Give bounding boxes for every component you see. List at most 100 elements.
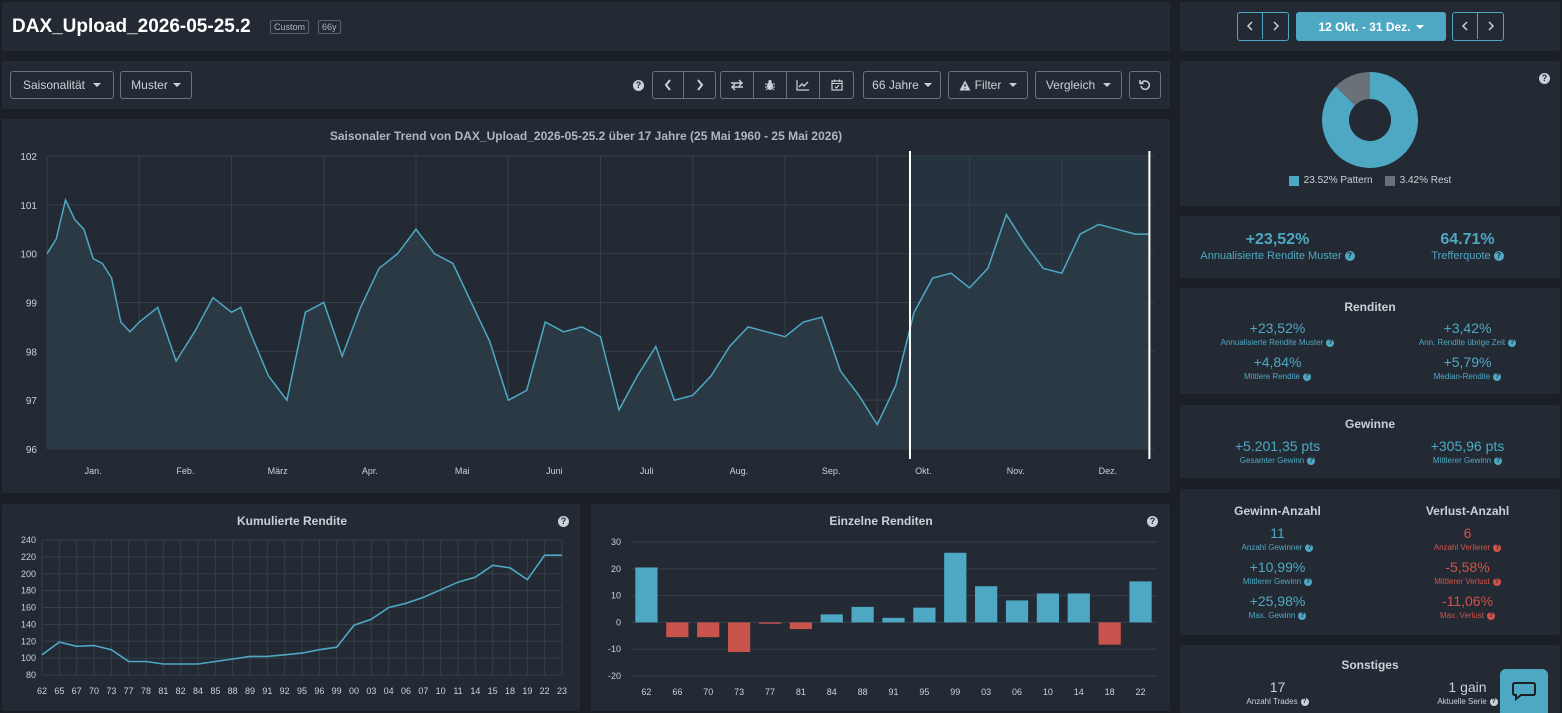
help-icon[interactable]: ? [1492, 577, 1501, 586]
mean-profit-stat: +305,96 pts Mittlerer Gewinn? [1375, 438, 1560, 465]
range-prev-button[interactable] [1238, 13, 1263, 39]
y-tick-label: 180 [21, 586, 36, 596]
bar[interactable] [789, 622, 812, 630]
bar[interactable] [1036, 593, 1060, 623]
range-prev-next-group [1237, 12, 1289, 41]
chevron-left-icon [1246, 21, 1253, 31]
bar[interactable] [1005, 600, 1029, 623]
custom-badge: Custom [270, 20, 310, 34]
help-icon[interactable]: ? [1493, 372, 1502, 381]
mean-profit-label: Mittlerer Gewinn? [1432, 456, 1503, 465]
help-icon[interactable]: ? [1539, 73, 1550, 84]
help-icon[interactable]: ? [1304, 577, 1313, 586]
help-icon[interactable]: ? [1494, 456, 1503, 465]
hit-rate-label: Trefferquote? [1375, 250, 1560, 262]
bar[interactable] [635, 567, 658, 623]
x-tick-label: 99 [950, 687, 960, 697]
help-icon[interactable]: ? [1326, 338, 1335, 347]
legend-pattern-label: 23.52% Pattern [1303, 175, 1373, 186]
prev-period-button[interactable] [653, 72, 684, 98]
help-icon[interactable]: ? [1489, 697, 1498, 706]
help-icon[interactable]: ? [1300, 697, 1309, 706]
bar[interactable] [820, 614, 843, 623]
pattern-donut-chart [1322, 72, 1418, 168]
losers-label: Anzahl Verlierer? [1433, 543, 1502, 552]
help-icon[interactable]: ? [558, 516, 569, 527]
bar[interactable] [1067, 593, 1090, 623]
bar[interactable] [1129, 581, 1152, 623]
range-selector-button[interactable]: 12 Okt. - 31 Dez. [1296, 12, 1446, 41]
bar[interactable] [975, 586, 998, 623]
chat-button[interactable] [1500, 669, 1548, 713]
header-panel: DAX_Upload_2026-05-25.2 Custom 66y [2, 2, 1170, 51]
pattern-dropdown[interactable]: Muster [120, 71, 192, 99]
x-tick-label: 82 [176, 686, 186, 696]
help-icon[interactable]: ? [1508, 338, 1517, 347]
bar[interactable] [666, 622, 689, 638]
trend-line [46, 197, 1150, 427]
bar[interactable] [697, 622, 720, 638]
streak-value: 1 gain [1448, 679, 1487, 695]
mean-gain-label: Mittlerer Gewinn? [1242, 577, 1313, 586]
help-icon[interactable]: ? [1487, 611, 1495, 620]
cumulative-title: Kumulierte Rendite [237, 514, 347, 528]
filter-dropdown[interactable]: Filter [948, 71, 1028, 99]
shift-next-button[interactable] [1478, 13, 1503, 39]
annualized-return-stat: +23,52% Annualisierte Rendite Muster? [1180, 231, 1375, 262]
line-chart-button[interactable] [787, 72, 820, 98]
help-icon[interactable]: ? [1493, 543, 1502, 552]
seasonal-chart-panel: Saisonaler Trend von DAX_Upload_2026-05-… [2, 119, 1170, 493]
win-count-title: Gewinn-Anzahl [1234, 504, 1321, 518]
y-tick-label: 30 [611, 537, 621, 547]
y-tick-label: 200 [21, 569, 36, 579]
calendar-button[interactable] [820, 72, 853, 98]
help-icon[interactable]: ? [1344, 251, 1355, 262]
legend-rest-label: 3.42% Rest [1399, 175, 1452, 186]
calendar-icon [830, 79, 843, 91]
bar[interactable] [882, 617, 905, 623]
x-tick-label: 18 [1105, 687, 1115, 697]
chat-icon [1512, 682, 1536, 701]
help-icon[interactable]: ? [1147, 516, 1158, 527]
x-tick-label: 91 [262, 686, 272, 696]
shift-prev-button[interactable] [1453, 13, 1478, 39]
median-return-label: Median-Rendite? [1433, 372, 1502, 381]
compare-dropdown[interactable]: Vergleich [1035, 71, 1122, 99]
bug-button[interactable] [754, 72, 787, 98]
help-icon[interactable]: ? [1305, 543, 1314, 552]
max-gain-label: Max. Gewinn? [1248, 611, 1307, 620]
years-dropdown[interactable]: 66 Jahre [863, 71, 941, 99]
help-icon[interactable]: ? [1493, 251, 1504, 262]
range-next-button[interactable] [1263, 13, 1288, 39]
reset-button[interactable] [1129, 71, 1161, 99]
help-icon[interactable]: ? [1298, 611, 1307, 620]
cumulative-chart-panel: Kumulierte Rendite 80 100 120 140 160 180 200 2… [2, 504, 580, 711]
bar[interactable] [851, 606, 874, 623]
x-tick-label: Dez. [1099, 466, 1118, 476]
legend-rest: 3.42% Rest [1384, 175, 1452, 186]
winners-value: 11 [1270, 525, 1285, 541]
y-tick-label: 101 [20, 201, 37, 212]
x-tick-label: Juni [546, 466, 563, 476]
help-icon[interactable]: ? [1307, 456, 1316, 465]
bar[interactable] [1098, 622, 1121, 645]
help-icon[interactable]: ? [633, 80, 644, 91]
chevron-left-icon [664, 79, 671, 91]
donut-slice-pattern [1322, 72, 1418, 168]
range-label: 12 Okt. - 31 Dez. [1318, 19, 1411, 34]
caret-down-icon [1009, 83, 1018, 87]
bar[interactable] [913, 607, 936, 623]
bar[interactable] [758, 622, 782, 624]
bar[interactable] [727, 622, 751, 653]
seasonality-dropdown[interactable]: Saisonalität [10, 71, 114, 99]
swap-button[interactable] [721, 72, 754, 98]
x-tick-label: 19 [522, 686, 532, 696]
y-tick-label: 102 [20, 152, 37, 163]
cumulative-return-chart: Kumulierte Rendite 80 100 120 140 160 180 200 2… [21, 514, 567, 696]
help-icon[interactable]: ? [1303, 372, 1312, 381]
x-tick-label: 22 [540, 686, 550, 696]
y-tick-label: 160 [21, 603, 36, 613]
bar[interactable] [944, 552, 967, 623]
next-period-button[interactable] [684, 72, 715, 98]
x-tick-label: 73 [734, 687, 744, 697]
